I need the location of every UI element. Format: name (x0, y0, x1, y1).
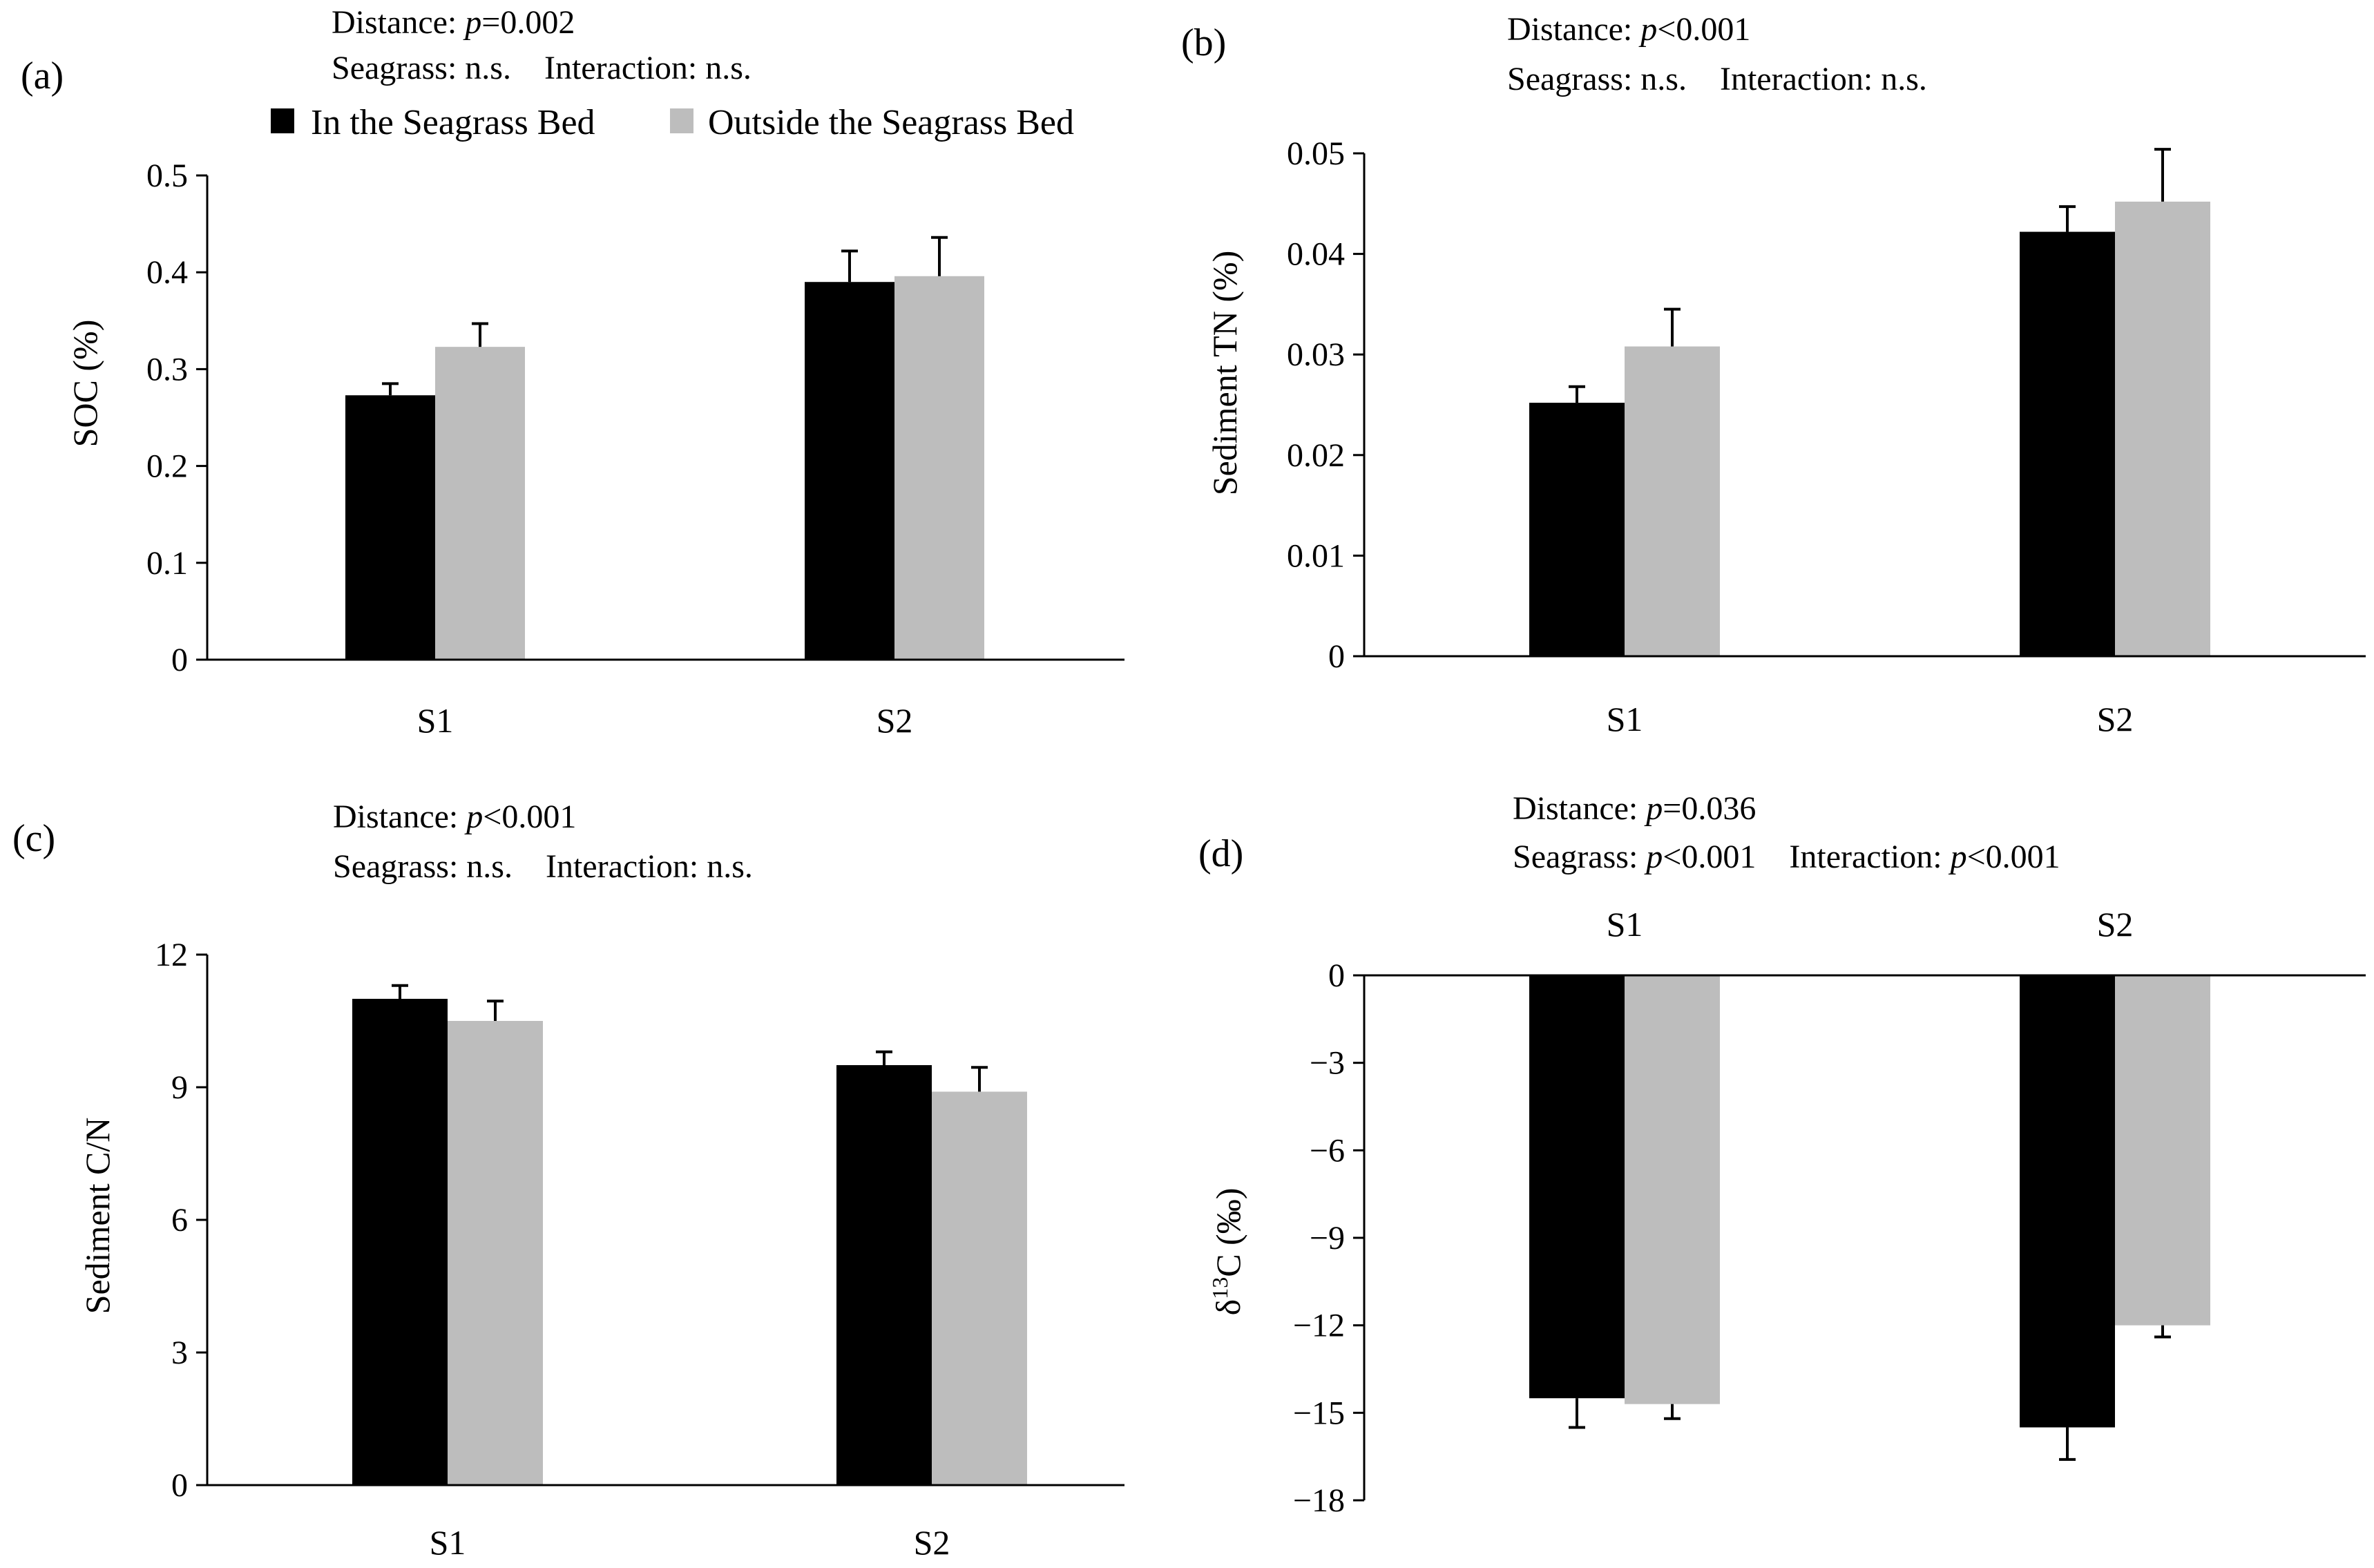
y-tick-label: 0 (1328, 638, 1345, 675)
y-tick-label: 6 (171, 1202, 188, 1239)
panel-b-y-axis-label: Sediment TN (%) (1205, 251, 1244, 496)
y-tick-label: 3 (171, 1335, 188, 1371)
legend-swatch-in (271, 108, 294, 133)
bar-in-s2 (2020, 231, 2115, 656)
bar-out-s1 (435, 347, 525, 660)
panel-d-plot: 0 −3 −6 −9 −12 −15 −18 S1 S2 (1293, 905, 2366, 1519)
y-tick-label: −9 (1310, 1220, 1345, 1256)
bar-in-s2 (805, 282, 894, 660)
panel-c-annotation-effects: Seagrass: n.s. Interaction: n.s. (333, 848, 753, 885)
bar-out-s2 (2115, 975, 2210, 1326)
y-tick-label: 0.02 (1287, 437, 1345, 474)
bar-in-s1 (1529, 403, 1625, 656)
panel-b-annotation-distance: Distance: p<0.001 (1507, 11, 1750, 48)
y-tick-label: −3 (1310, 1045, 1345, 1082)
panel-c-y-axis-label: Sediment C/N (78, 1118, 117, 1314)
category-label-s1: S1 (1607, 700, 1643, 738)
y-tick-label: 0 (171, 1467, 188, 1504)
y-tick-label: 0.03 (1287, 336, 1345, 373)
y-tick-label: 9 (171, 1069, 188, 1106)
y-tick-label: 0.01 (1287, 537, 1345, 574)
category-label-s1: S1 (1607, 905, 1643, 944)
panel-a-annotation-distance: Distance: p=0.002 (332, 4, 575, 41)
y-tick-label: 0.04 (1287, 236, 1345, 273)
panel-a-annotation-effects: Seagrass: n.s. Interaction: n.s. (332, 50, 752, 86)
category-label-s2: S2 (877, 701, 913, 740)
panel-b-plot: 0 0.01 0.02 0.03 0.04 0.05 S1 S2 (1287, 135, 2366, 738)
y-tick-label: 0.05 (1287, 135, 1345, 172)
panel-a-y-axis-label: SOC (%) (66, 320, 104, 448)
y-tick-label: 0.5 (146, 157, 188, 194)
legend-label-out: Outside the Seagrass Bed (708, 103, 1074, 142)
y-tick-label: −12 (1293, 1308, 1345, 1344)
bar-in-s2 (2020, 975, 2115, 1428)
panel-d-annotation-effects: Seagrass: p<0.001 Interaction: p<0.001 (1513, 839, 2060, 875)
panel-b-label: (b) (1181, 21, 1226, 64)
y-tick-label: 0.1 (146, 545, 188, 582)
legend-swatch-out (670, 108, 693, 133)
y-tick-label: −6 (1310, 1132, 1345, 1169)
y-tick-label: 0.4 (146, 254, 188, 291)
panel-c-annotation-distance: Distance: p<0.001 (333, 799, 576, 835)
category-label-s2: S2 (2097, 905, 2134, 944)
bar-in-s2 (836, 1065, 932, 1485)
y-tick-label: 0.2 (146, 448, 188, 485)
y-tick-label: −18 (1293, 1482, 1345, 1519)
legend: In the Seagrass Bed Outside the Seagrass… (271, 103, 1074, 142)
panel-a: (a) Distance: p=0.002 Seagrass: n.s. Int… (21, 4, 1124, 740)
category-label-s1: S1 (430, 1523, 466, 1562)
panel-d-annotation-distance: Distance: p=0.036 (1513, 790, 1756, 827)
panel-d-y-axis-label: δ13C (‰) (1207, 1188, 1247, 1316)
y-tick-label: 0 (1328, 957, 1345, 994)
panel-b-annotation-effects: Seagrass: n.s. Interaction: n.s. (1507, 61, 1927, 97)
y-tick-label: 0.3 (146, 351, 188, 388)
bar-out-s2 (932, 1091, 1027, 1485)
bar-out-s1 (1625, 346, 1720, 656)
bar-in-s1 (1529, 975, 1625, 1399)
bar-out-s2 (894, 276, 984, 660)
bar-out-s1 (1625, 975, 1720, 1404)
panel-b: (b) Distance: p<0.001 Seagrass: n.s. Int… (1181, 11, 2366, 738)
bar-out-s1 (448, 1021, 543, 1485)
panel-c-label: (c) (12, 817, 55, 860)
legend-label-in: In the Seagrass Bed (311, 103, 595, 142)
panel-d-label: (d) (1198, 832, 1243, 875)
bar-in-s1 (345, 395, 435, 660)
y-tick-label: 0 (171, 642, 188, 678)
category-label-s1: S1 (417, 701, 454, 740)
y-tick-label: 12 (155, 937, 188, 973)
y-tick-label: −15 (1293, 1395, 1345, 1431)
panel-a-label: (a) (21, 55, 64, 97)
category-label-s2: S2 (2097, 700, 2134, 738)
panel-c: (c) Distance: p<0.001 Seagrass: n.s. Int… (12, 799, 1124, 1562)
bar-out-s2 (2115, 201, 2210, 656)
bar-in-s1 (352, 999, 448, 1485)
panel-c-plot: 0 3 6 9 12 S1 S2 (155, 937, 1124, 1562)
panel-a-plot: 0 0.1 0.2 0.3 0.4 0.5 S1 S2 (146, 157, 1124, 740)
panel-d: (d) Distance: p=0.036 Seagrass: p<0.001 … (1198, 790, 2366, 1519)
category-label-s2: S2 (914, 1523, 950, 1562)
